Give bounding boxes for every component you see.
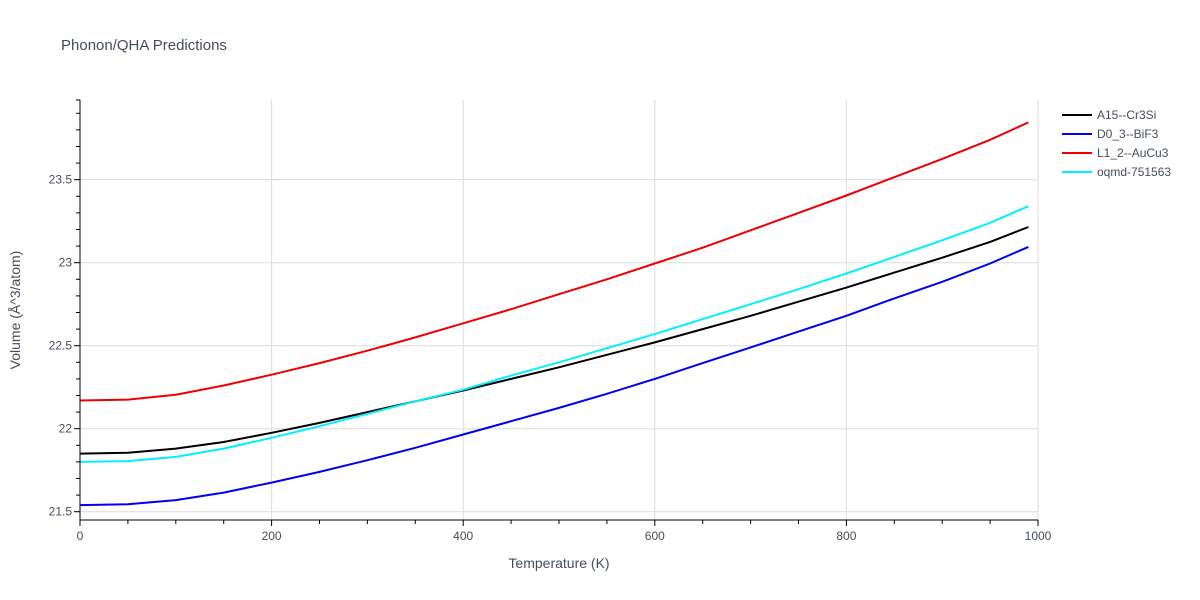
legend: A15--Cr3Si D0_3--BiF3 L1_2--AuCu3 oqmd-7515…	[1062, 108, 1171, 179]
x-tick-label: 600	[645, 529, 665, 543]
series-line-d0-3-bif3	[79, 245, 1029, 507]
x-tick-label: 200	[262, 529, 282, 543]
x-tick-label: 800	[836, 529, 856, 543]
legend-label: oqmd-751563	[1097, 165, 1171, 179]
legend-label: D0_3--BiF3	[1097, 127, 1159, 141]
y-tick-label: 23	[59, 256, 73, 270]
tick-labels: 0 200 400 600 800 1000 21.5 22 22.5 23 23.5	[49, 173, 1052, 543]
legend-label: A15--Cr3Si	[1097, 108, 1156, 122]
axes	[74, 99, 1039, 526]
y-axis-title: Volume (Å^3/atom)	[7, 251, 23, 370]
y-tick-label: 22	[59, 422, 73, 436]
legend-item-a15-cr3si[interactable]: A15--Cr3Si	[1062, 108, 1156, 122]
y-tick-label: 21.5	[49, 505, 73, 519]
y-tick-label: 22.5	[49, 339, 73, 353]
chart-title: Phonon/QHA Predictions	[61, 37, 227, 54]
grid	[80, 100, 1039, 520]
x-tick-label: 0	[77, 529, 84, 543]
legend-item-oqmd-751563[interactable]: oqmd-751563	[1062, 165, 1171, 179]
x-tick-label: 400	[453, 529, 473, 543]
x-axis-title: Temperature (K)	[508, 555, 609, 571]
series-line-l1-2-aucu3	[79, 121, 1029, 402]
legend-item-d0-3-bif3[interactable]: D0_3--BiF3	[1062, 127, 1159, 141]
y-tick-label: 23.5	[49, 173, 73, 187]
series-line-a15-cr3si	[79, 226, 1029, 455]
legend-item-l1-2-aucu3[interactable]: L1_2--AuCu3	[1062, 146, 1169, 160]
x-tick-label: 1000	[1025, 529, 1052, 543]
series-line-oqmd-751563	[79, 205, 1029, 463]
series-group	[79, 121, 1029, 507]
legend-label: L1_2--AuCu3	[1097, 146, 1169, 160]
